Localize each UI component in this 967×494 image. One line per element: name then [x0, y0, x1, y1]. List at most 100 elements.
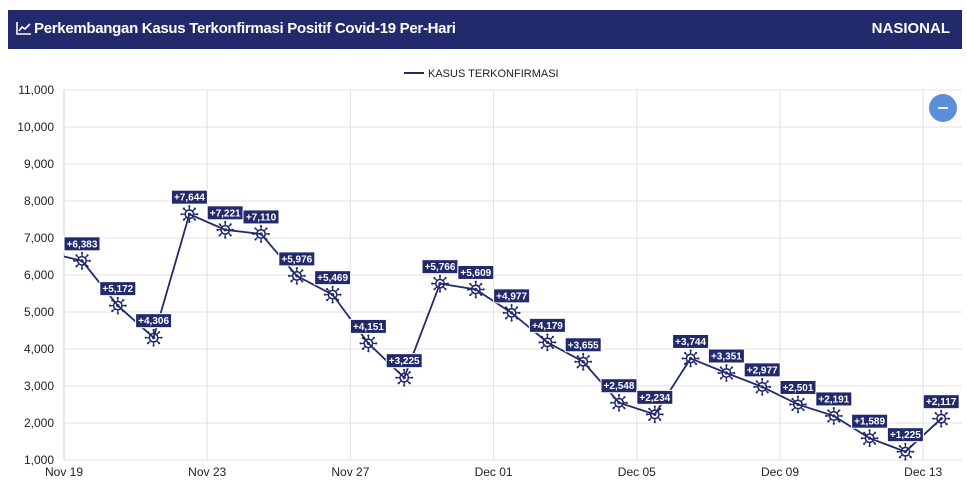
- data-point[interactable]: [252, 225, 270, 243]
- line-chart-icon: [16, 22, 31, 35]
- data-label: +5,766: [421, 259, 459, 275]
- y-tick-label: 10,000: [17, 120, 54, 134]
- data-label-text: +5,172: [102, 284, 133, 295]
- data-label-text: +1,225: [890, 430, 921, 441]
- data-point[interactable]: [932, 409, 951, 428]
- data-label: +3,351: [707, 348, 745, 364]
- data-label: +4,151: [349, 318, 387, 334]
- data-label: +1,225: [886, 427, 924, 443]
- data-label: +2,117: [922, 394, 960, 410]
- data-point[interactable]: [180, 205, 199, 224]
- data-label-text: +3,744: [675, 337, 706, 348]
- y-tick-label: 7,000: [24, 231, 54, 245]
- data-point[interactable]: [789, 395, 807, 414]
- grid: 1,000 2,000 3,000 4,000 5,000 6,000 7,000 8,000…: [17, 83, 962, 479]
- x-tick-label: Nov 19: [45, 465, 83, 479]
- data-point[interactable]: [108, 296, 127, 315]
- data-label-text: +3,655: [568, 340, 599, 351]
- data-label-text: +2,234: [639, 393, 670, 404]
- data-label-text: +6,383: [67, 239, 98, 250]
- data-point[interactable]: [502, 303, 521, 322]
- data-label: +4,977: [493, 288, 531, 304]
- data-label-text: +5,609: [460, 268, 491, 279]
- legend[interactable]: KASUS TERKONFIRMASI: [404, 68, 559, 80]
- chart-header: Perkembangan Kasus Terkonfirmasi Positif…: [8, 10, 962, 49]
- data-label: +6,383: [63, 236, 101, 252]
- data-label: +4,179: [528, 317, 566, 333]
- data-label-text: +4,977: [496, 291, 527, 302]
- data-label: +2,234: [636, 389, 674, 405]
- data-label-text: +7,110: [246, 212, 277, 223]
- data-label: +5,609: [457, 264, 495, 280]
- scope-label: NASIONAL: [871, 20, 950, 37]
- data-label: +2,977: [743, 362, 781, 378]
- series-kasus-terkonfirmasi: [63, 205, 951, 461]
- collapse-button[interactable]: [929, 94, 957, 122]
- data-point[interactable]: [144, 328, 163, 347]
- data-label-text: +5,469: [317, 273, 348, 284]
- data-label: +5,469: [314, 270, 352, 286]
- legend-label: KASUS TERKONFIRMASI: [428, 68, 559, 80]
- data-point[interactable]: [717, 364, 736, 382]
- data-point[interactable]: [216, 220, 235, 239]
- data-point[interactable]: [538, 333, 557, 352]
- y-tick-label: 11,000: [18, 83, 54, 97]
- data-label-text: +3,225: [389, 356, 420, 367]
- data-point[interactable]: [896, 442, 915, 461]
- y-tick-label: 3,000: [24, 379, 54, 393]
- data-point[interactable]: [753, 377, 772, 396]
- data-label-text: +7,644: [174, 193, 205, 204]
- data-point[interactable]: [645, 405, 664, 424]
- data-label: +2,548: [600, 378, 638, 394]
- data-label: +7,221: [206, 205, 244, 221]
- data-label: +4,306: [135, 313, 173, 329]
- data-label-text: +2,548: [604, 381, 635, 392]
- x-tick-label: Nov 27: [331, 465, 369, 479]
- data-label-text: +1,589: [854, 417, 885, 428]
- y-tick-label: 9,000: [24, 157, 54, 171]
- data-label: +5,172: [99, 281, 137, 297]
- data-point[interactable]: [574, 352, 593, 371]
- data-label: +7,644: [170, 189, 208, 205]
- y-tick-label: 6,000: [24, 268, 54, 282]
- line-chart: 1,000 2,000 3,000 4,000 5,000 6,000 7,000 8,000…: [17, 68, 962, 479]
- data-label: +3,744: [672, 333, 710, 349]
- x-tick-label: Dec 01: [475, 465, 513, 479]
- data-point[interactable]: [323, 285, 342, 304]
- y-tick-label: 4,000: [24, 342, 54, 356]
- data-label-text: +4,179: [532, 321, 563, 332]
- data-label-text: +4,306: [138, 316, 169, 327]
- series-line: [63, 212, 942, 453]
- data-label: +7,110: [242, 209, 280, 225]
- data-point[interactable]: [610, 393, 628, 412]
- data-point[interactable]: [860, 429, 879, 448]
- data-labels: +6,383 +5,172 +4,306 +7,644 +7,221 +7,110 +5,9…: [63, 189, 960, 443]
- y-tick-label: 5,000: [24, 305, 54, 319]
- data-point[interactable]: [287, 266, 306, 285]
- data-label: +5,976: [278, 251, 316, 267]
- data-point[interactable]: [395, 368, 414, 387]
- data-label-text: +2,977: [747, 365, 778, 376]
- data-point[interactable]: [681, 349, 700, 368]
- data-label-text: +3,351: [711, 352, 742, 363]
- data-point[interactable]: [431, 274, 449, 293]
- data-label: +3,225: [385, 353, 423, 369]
- y-tick-label: 2,000: [24, 416, 54, 430]
- y-tick-label: 8,000: [24, 194, 54, 208]
- data-label: +3,655: [564, 337, 602, 353]
- data-label-text: +2,191: [818, 394, 849, 405]
- data-label: +1,589: [851, 413, 889, 429]
- data-label-text: +5,976: [281, 254, 312, 265]
- data-point[interactable]: [824, 407, 843, 425]
- data-point[interactable]: [73, 251, 91, 270]
- data-point[interactable]: [359, 334, 378, 353]
- x-tick-label: Nov 23: [188, 465, 226, 479]
- x-tick-label: Dec 05: [618, 465, 656, 479]
- data-point[interactable]: [466, 280, 485, 299]
- data-label: +2,191: [815, 391, 853, 407]
- data-label-text: +4,151: [353, 322, 384, 333]
- data-label-text: +2,501: [783, 383, 814, 394]
- data-label-text: +5,766: [425, 262, 456, 273]
- chart-title: Perkembangan Kasus Terkonfirmasi Positif…: [34, 20, 456, 37]
- data-label: +2,501: [779, 379, 817, 395]
